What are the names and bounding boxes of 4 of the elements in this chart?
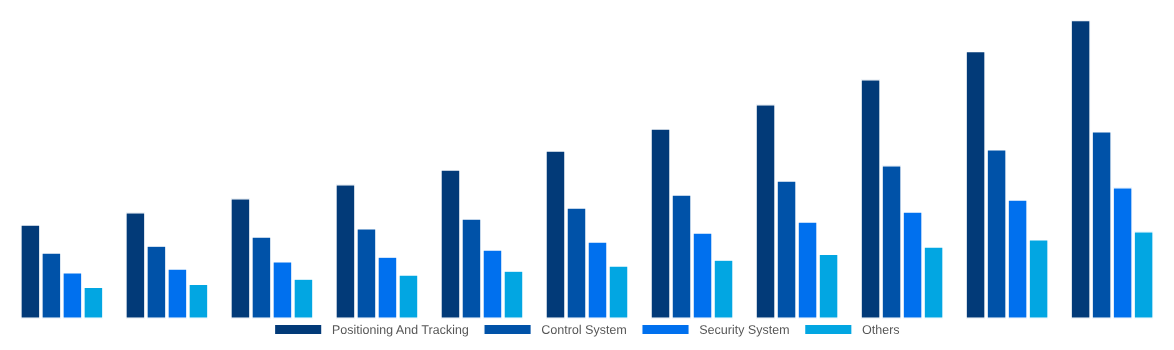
legend-label: Control System [541,324,626,337]
legend-label: Others [862,324,900,335]
legend-label: Security System [699,324,789,337]
legend-label: Positioning And Tracking [332,324,469,337]
